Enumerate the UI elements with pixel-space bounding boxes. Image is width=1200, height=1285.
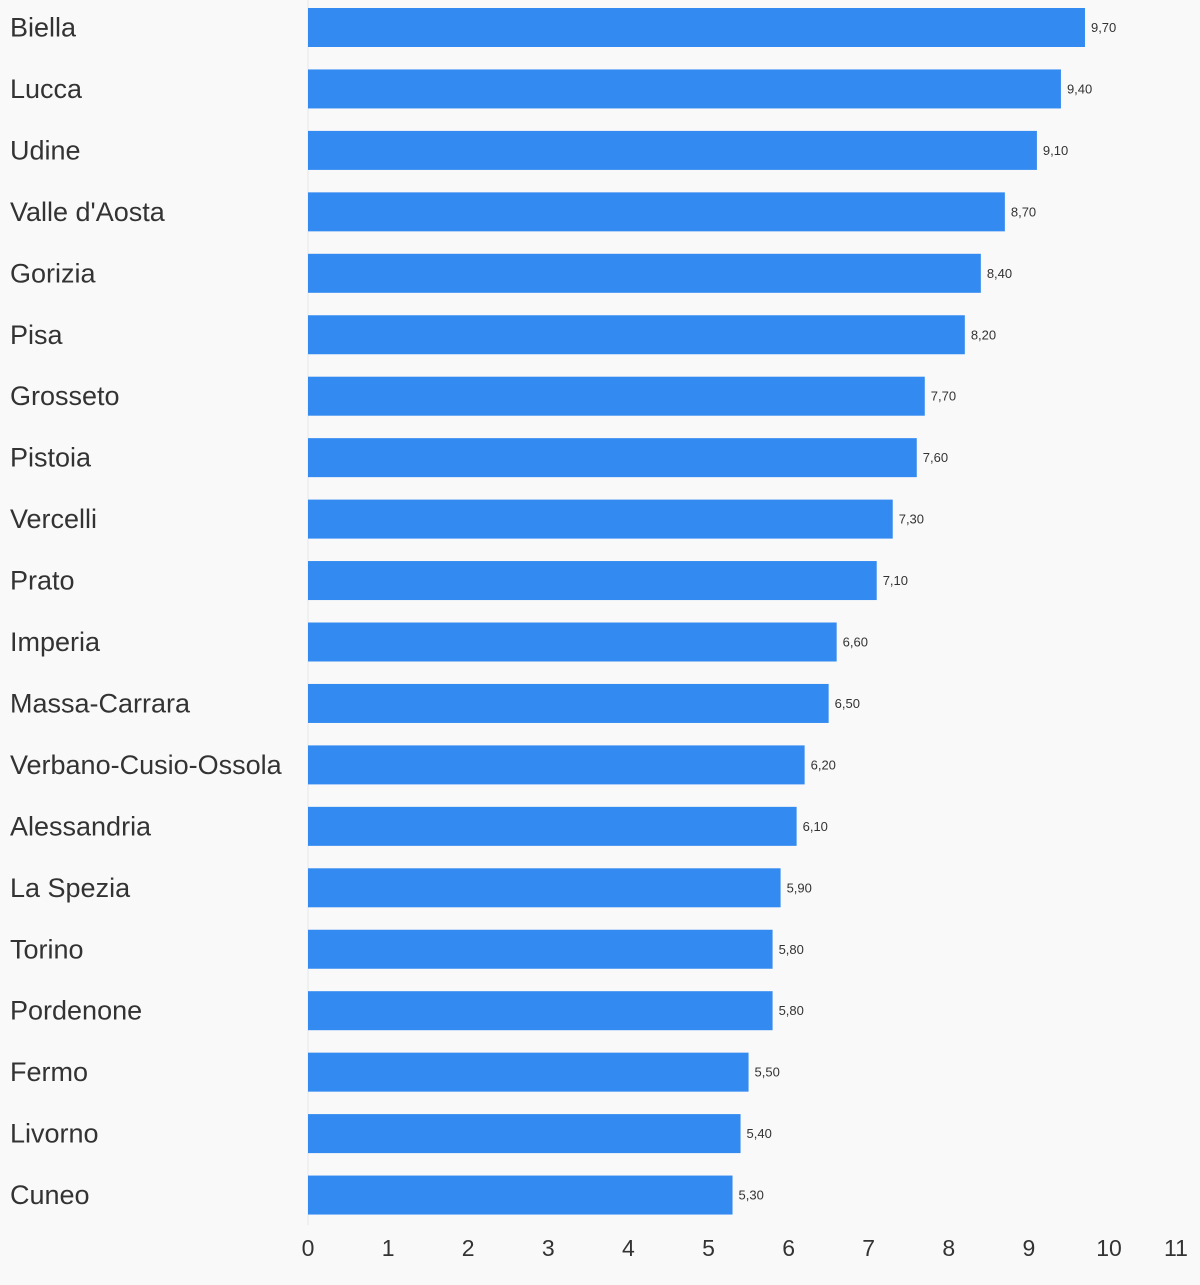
bar-0 xyxy=(308,8,1085,47)
value-label-8: 7,30 xyxy=(899,512,924,527)
category-label-18: Livorno xyxy=(10,1119,99,1149)
x-tick-label-7: 7 xyxy=(862,1235,875,1261)
value-label-9: 7,10 xyxy=(883,573,908,588)
category-label-2: Udine xyxy=(10,135,81,165)
bar-19 xyxy=(308,1175,733,1215)
bars-group xyxy=(308,8,1085,1215)
value-label-6: 7,70 xyxy=(931,389,956,404)
value-label-3: 8,70 xyxy=(1011,204,1036,219)
x-tick-label-0: 0 xyxy=(302,1235,315,1261)
category-label-8: Vercelli xyxy=(10,504,97,534)
category-label-0: Biella xyxy=(10,13,77,43)
value-label-17: 5,50 xyxy=(755,1065,780,1080)
category-label-9: Prato xyxy=(10,566,75,596)
category-label-14: La Spezia xyxy=(10,873,131,903)
bar-4 xyxy=(308,253,981,293)
x-tick-label-1: 1 xyxy=(382,1235,395,1261)
x-tick-label-5: 5 xyxy=(702,1235,715,1261)
bar-8 xyxy=(308,499,893,539)
value-label-7: 7,60 xyxy=(923,450,948,465)
category-label-6: Grosseto xyxy=(10,381,120,411)
bar-11 xyxy=(308,683,829,723)
category-label-4: Gorizia xyxy=(10,258,97,288)
x-tick-label-9: 9 xyxy=(1023,1235,1036,1261)
x-tick-label-4: 4 xyxy=(622,1235,635,1261)
bar-5 xyxy=(308,315,965,355)
bar-18 xyxy=(308,1114,741,1154)
value-labels-group: 9,70 9,40 9,10 8,70 8,40 8,20 7,70 7,60 7,30 7,10… xyxy=(739,20,1117,1203)
x-tick-label-10: 10 xyxy=(1096,1235,1122,1261)
bar-15 xyxy=(308,929,773,969)
category-label-10: Imperia xyxy=(10,627,101,657)
category-label-13: Alessandria xyxy=(10,811,152,841)
category-label-19: Cuneo xyxy=(10,1180,90,1210)
value-label-10: 6,60 xyxy=(843,635,868,650)
value-label-1: 9,40 xyxy=(1067,81,1092,96)
bar-1 xyxy=(308,69,1061,109)
value-label-5: 8,20 xyxy=(971,327,996,342)
value-label-14: 5,90 xyxy=(787,880,812,895)
bar-7 xyxy=(308,438,917,478)
value-label-12: 6,20 xyxy=(811,757,836,772)
bar-6 xyxy=(308,376,925,416)
category-label-11: Massa-Carrara xyxy=(10,688,191,718)
bar-13 xyxy=(308,806,797,846)
x-tick-label-3: 3 xyxy=(542,1235,555,1261)
category-label-7: Pistoia xyxy=(10,443,92,473)
bar-10 xyxy=(308,622,837,662)
category-labels-group: Biella Lucca Udine Valle d'Aosta Gorizia Pisa… xyxy=(10,13,283,1211)
category-label-17: Fermo xyxy=(10,1057,88,1087)
value-label-13: 6,10 xyxy=(803,819,828,834)
category-label-12: Verbano-Cusio-Ossola xyxy=(10,750,283,780)
value-label-2: 9,10 xyxy=(1043,143,1068,158)
value-label-11: 6,50 xyxy=(835,696,860,711)
x-tick-label-2: 2 xyxy=(462,1235,475,1261)
value-label-19: 5,30 xyxy=(739,1188,764,1203)
x-tick-label-6: 6 xyxy=(782,1235,795,1261)
category-label-16: Pordenone xyxy=(10,996,142,1026)
value-label-16: 5,80 xyxy=(779,1003,804,1018)
category-label-15: Torino xyxy=(10,934,84,964)
bar-9 xyxy=(308,561,877,601)
bar-17 xyxy=(308,1052,749,1092)
bar-2 xyxy=(308,130,1037,170)
x-tick-label-11: 11 xyxy=(1164,1235,1188,1261)
category-label-5: Pisa xyxy=(10,320,64,350)
value-label-0: 9,70 xyxy=(1091,20,1116,35)
bar-12 xyxy=(308,745,805,785)
x-axis-ticks-group: 0 1 2 3 4 5 6 7 8 9 10 11 xyxy=(302,1235,1188,1261)
bar-16 xyxy=(308,991,773,1031)
x-tick-label-8: 8 xyxy=(942,1235,955,1261)
category-label-3: Valle d'Aosta xyxy=(10,197,166,227)
bar-14 xyxy=(308,868,781,908)
bar-3 xyxy=(308,192,1005,232)
value-label-18: 5,40 xyxy=(747,1126,772,1141)
category-label-1: Lucca xyxy=(10,74,83,104)
value-label-15: 5,80 xyxy=(779,942,804,957)
value-label-4: 8,40 xyxy=(987,266,1012,281)
